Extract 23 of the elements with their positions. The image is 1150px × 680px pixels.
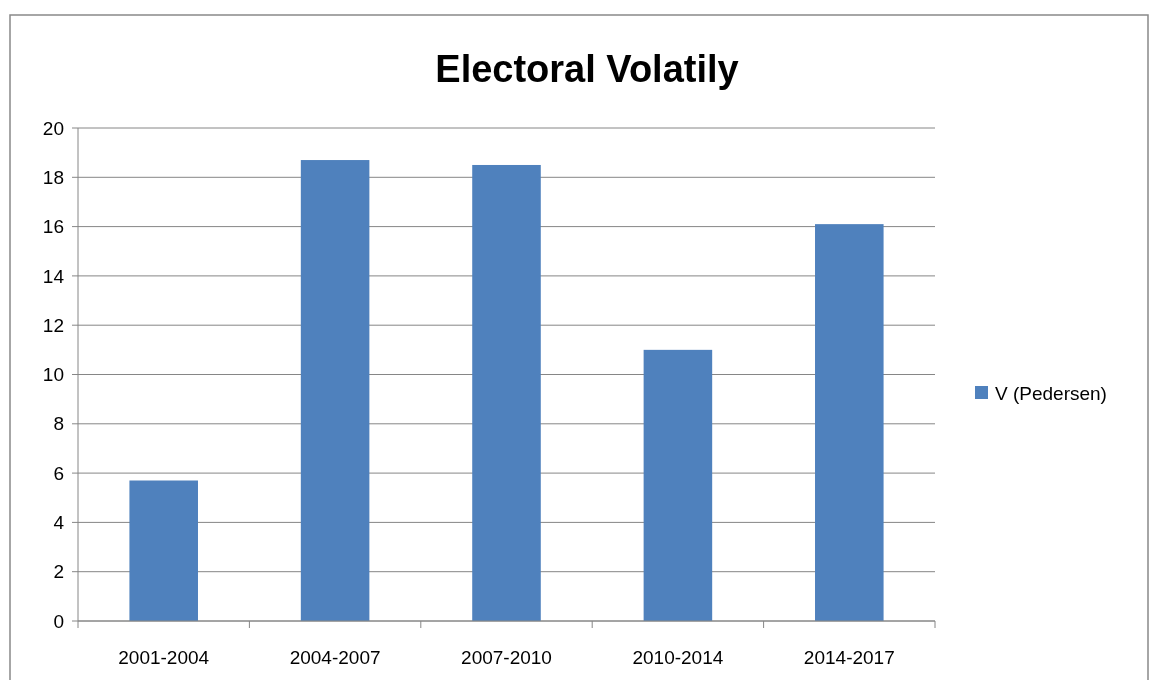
y-tick-label: 12 [42, 314, 64, 336]
x-tick-label: 2010-2014 [632, 647, 724, 668]
y-tick-label: 16 [42, 216, 64, 238]
y-tick-label: 14 [42, 265, 65, 287]
bar [815, 224, 884, 621]
y-tick-label: 6 [53, 462, 64, 484]
y-tick-label: 2 [53, 561, 64, 583]
x-tick-label: 2004-2007 [289, 647, 381, 668]
y-tick-label: 0 [53, 610, 64, 632]
bar [300, 160, 370, 621]
legend-label: V (Pedersen) [995, 382, 1107, 404]
bar [643, 349, 713, 621]
y-tick-label: 8 [53, 413, 64, 435]
y-tick-label: 20 [42, 117, 64, 139]
chart-title: Electoral Volatily [435, 48, 739, 90]
x-tick-label: 2007-2010 [461, 647, 552, 668]
y-tick-label: 18 [42, 166, 64, 188]
x-tick-label: 2001-2004 [118, 647, 210, 668]
bar [129, 480, 198, 621]
bar [472, 164, 541, 621]
y-tick-label: 4 [53, 512, 65, 534]
x-tick-label: 2014-2017 [803, 647, 895, 668]
y-tick-label: 10 [42, 364, 64, 386]
